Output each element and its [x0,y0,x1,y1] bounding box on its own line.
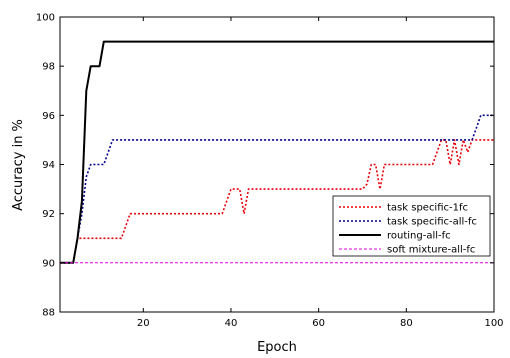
legend-label: soft mixture-all-fc [387,245,475,256]
y-tick-label: 100 [36,13,55,24]
series-line-task-specific-1fc [60,139,494,264]
y-tick-label: 96 [42,111,55,122]
series-line-routing-all-fc [60,40,494,264]
legend-label: task specific-all-fc [387,217,477,228]
legend-box [332,195,491,257]
y-tick-label: 98 [42,62,55,73]
x-tick-label: 40 [225,318,238,329]
x-axis-title: Epoch [257,340,297,355]
y-tick-label: 90 [42,258,55,269]
y-tick-label: 92 [42,209,55,220]
y-tick-label: 88 [42,308,55,319]
axis-ticks: 88 90 92 94 96 98 100 20 40 60 80 100 [36,13,504,330]
legend-label: routing-all-fc [387,231,451,242]
x-tick-label: 80 [400,318,413,329]
x-tick-label: 20 [137,318,150,329]
x-tick-label: 100 [484,318,503,329]
legend-label: task specific-1fc [387,203,468,214]
plot-area [59,16,495,313]
legend: task specific-1fc task specific-all-fc rou… [332,195,491,257]
y-axis-title: Accuracy in % [11,119,26,211]
x-tick-label: 60 [312,318,325,329]
y-tick-label: 94 [42,160,55,171]
